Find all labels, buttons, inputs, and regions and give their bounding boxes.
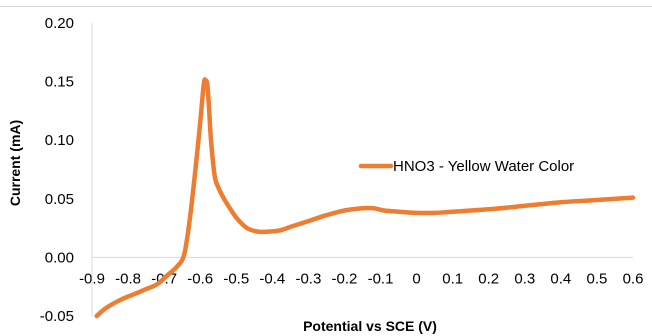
x-tick-label: -0.4 (259, 270, 285, 287)
x-tick-label: 0.3 (514, 270, 535, 287)
y-tick-label: 0.15 (45, 74, 74, 91)
y-tick-label: 0.00 (45, 249, 74, 266)
y-axis-ticks: -0.05 0.00 0.05 0.10 0.15 0.20 (40, 15, 74, 325)
x-tick-label: 0 (412, 270, 420, 287)
y-tick-label: 0.20 (45, 15, 74, 32)
x-tick-label: -0.8 (115, 270, 141, 287)
y-tick-label: 0.05 (45, 191, 74, 208)
x-tick-label: 0.5 (587, 270, 608, 287)
y-axis-title: Current (mA) (7, 120, 23, 206)
x-tick-label: -0.1 (368, 270, 394, 287)
x-tick-label: -0.3 (295, 270, 321, 287)
x-tick-label: 0.1 (442, 270, 463, 287)
x-tick-label: -0.6 (187, 270, 213, 287)
y-tick-label: 0.10 (45, 132, 74, 149)
legend: HNO3 - Yellow Water Color (358, 158, 574, 175)
x-tick-label: 0.4 (550, 270, 571, 287)
legend-label: HNO3 - Yellow Water Color (393, 158, 574, 175)
x-axis-title: Potential vs SCE (V) (303, 318, 437, 334)
x-tick-label: -0.2 (332, 270, 358, 287)
x-tick-label: 0.6 (623, 270, 644, 287)
x-tick-label: 0.2 (478, 270, 499, 287)
y-tick-label: -0.05 (40, 308, 74, 325)
x-tick-label: -0.5 (223, 270, 249, 287)
series-line (94, 77, 636, 319)
